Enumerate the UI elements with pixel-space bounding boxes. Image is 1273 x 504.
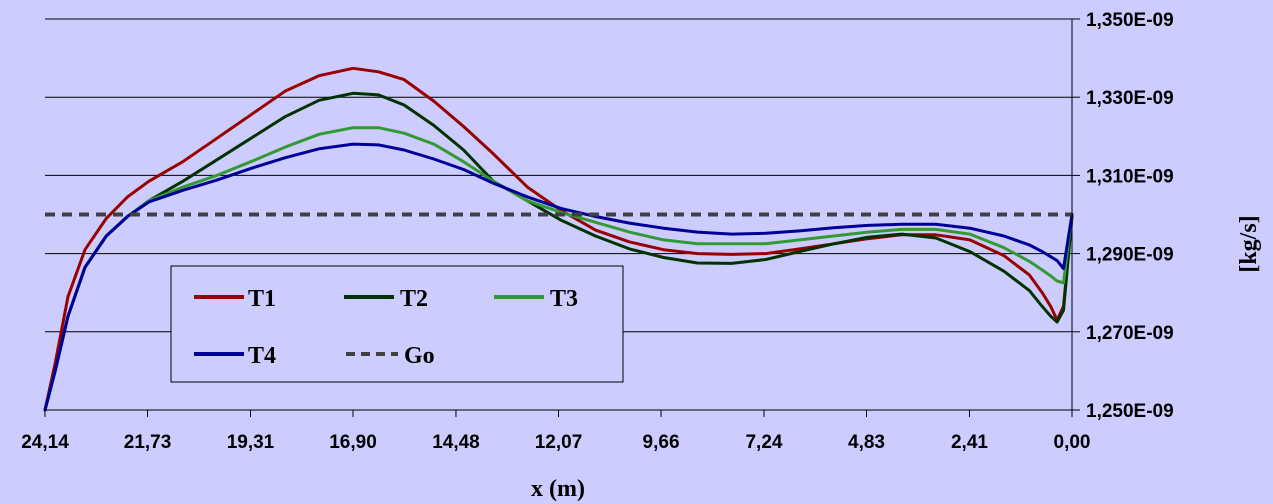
x-ticks: 24,14 21,73 19,31 16,90 14,48 12,07 9,66 7,24 4,…	[21, 410, 1090, 453]
y-tick-label-2: 1,290E-09	[1086, 245, 1174, 266]
y-axis-title: [kg/s]	[1236, 215, 1262, 272]
legend-label-t3: T3	[550, 286, 578, 312]
x-tick-label-7: 7,24	[745, 432, 782, 453]
x-tick-label-4: 14,48	[432, 432, 480, 453]
legend-label-go: Go	[404, 343, 435, 369]
legend: T1 T2 T3 T4 Go	[170, 265, 624, 383]
x-tick-label-0: 24,14	[21, 432, 69, 453]
x-tick-label-2: 19,31	[227, 432, 275, 453]
y-ticks: 1,250E-09 1,270E-09 1,290E-09 1,310E-09 1,33…	[1072, 10, 1174, 422]
y-tick-label-1: 1,270E-09	[1086, 323, 1174, 344]
x-tick-label-5: 12,07	[535, 432, 583, 453]
legend-box	[170, 265, 624, 383]
series-lines	[43, 66, 1074, 412]
series-line-t1	[43, 66, 1074, 412]
y-tick-label-5: 1,350E-09	[1086, 10, 1174, 31]
legend-label-t4: T4	[248, 343, 276, 369]
y-tick-label-4: 1,330E-09	[1086, 88, 1174, 109]
x-tick-label-3: 16,90	[329, 432, 377, 453]
series-line-t2	[43, 91, 1074, 412]
x-tick-label-10: 0,00	[1054, 432, 1091, 453]
legend-label-t1: T1	[248, 286, 276, 312]
y-tick-label-3: 1,310E-09	[1086, 166, 1174, 187]
x-tick-label-6: 9,66	[643, 432, 680, 453]
x-tick-label-1: 21,73	[124, 432, 172, 453]
y-tick-label-0: 1,250E-09	[1086, 401, 1174, 422]
x-axis-title: x (m)	[531, 476, 585, 502]
x-tick-label-8: 4,83	[848, 432, 885, 453]
series-line-t4	[43, 142, 1074, 412]
x-tick-label-9: 2,41	[951, 432, 988, 453]
legend-label-t2: T2	[400, 286, 428, 312]
